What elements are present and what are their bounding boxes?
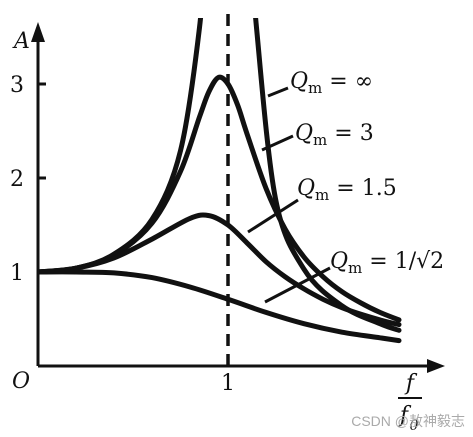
series-curve-q-infinity-left [38, 18, 204, 275]
x-axis-label-denominator-sub: 0 [410, 418, 419, 434]
series-label-0: Qm = ∞ [290, 69, 373, 97]
x-tick-label: 1 [221, 371, 235, 396]
watermark: CSDN @敖神毅志 [351, 413, 465, 429]
axes [31, 14, 445, 373]
series-leader-0 [267, 86, 289, 98]
series-curve-q-infinity-right [253, 18, 402, 333]
series-label-1: Qm = 3 [295, 121, 374, 149]
y-axis-label: A [12, 29, 30, 54]
x-axis-label-numerator: f [404, 371, 418, 396]
series-curve-3 [38, 269, 402, 344]
series-leader-1 [261, 134, 294, 152]
series-curve-2 [38, 212, 402, 328]
series-curve-1 [38, 74, 402, 323]
curves [38, 18, 402, 344]
y-tick-label: 2 [10, 167, 24, 192]
y-axis-arrow [31, 22, 45, 42]
x-axis-arrow [427, 359, 445, 373]
origin-label: O [12, 369, 30, 394]
series-leader-3 [264, 266, 331, 304]
y-tick-label: 3 [10, 73, 24, 98]
series-label-3: Qm = 1/√2 [330, 249, 444, 277]
y-tick-label: 1 [10, 261, 24, 286]
series-label-2: Qm = 1.5 [297, 176, 397, 204]
series-leader-2 [247, 198, 299, 234]
